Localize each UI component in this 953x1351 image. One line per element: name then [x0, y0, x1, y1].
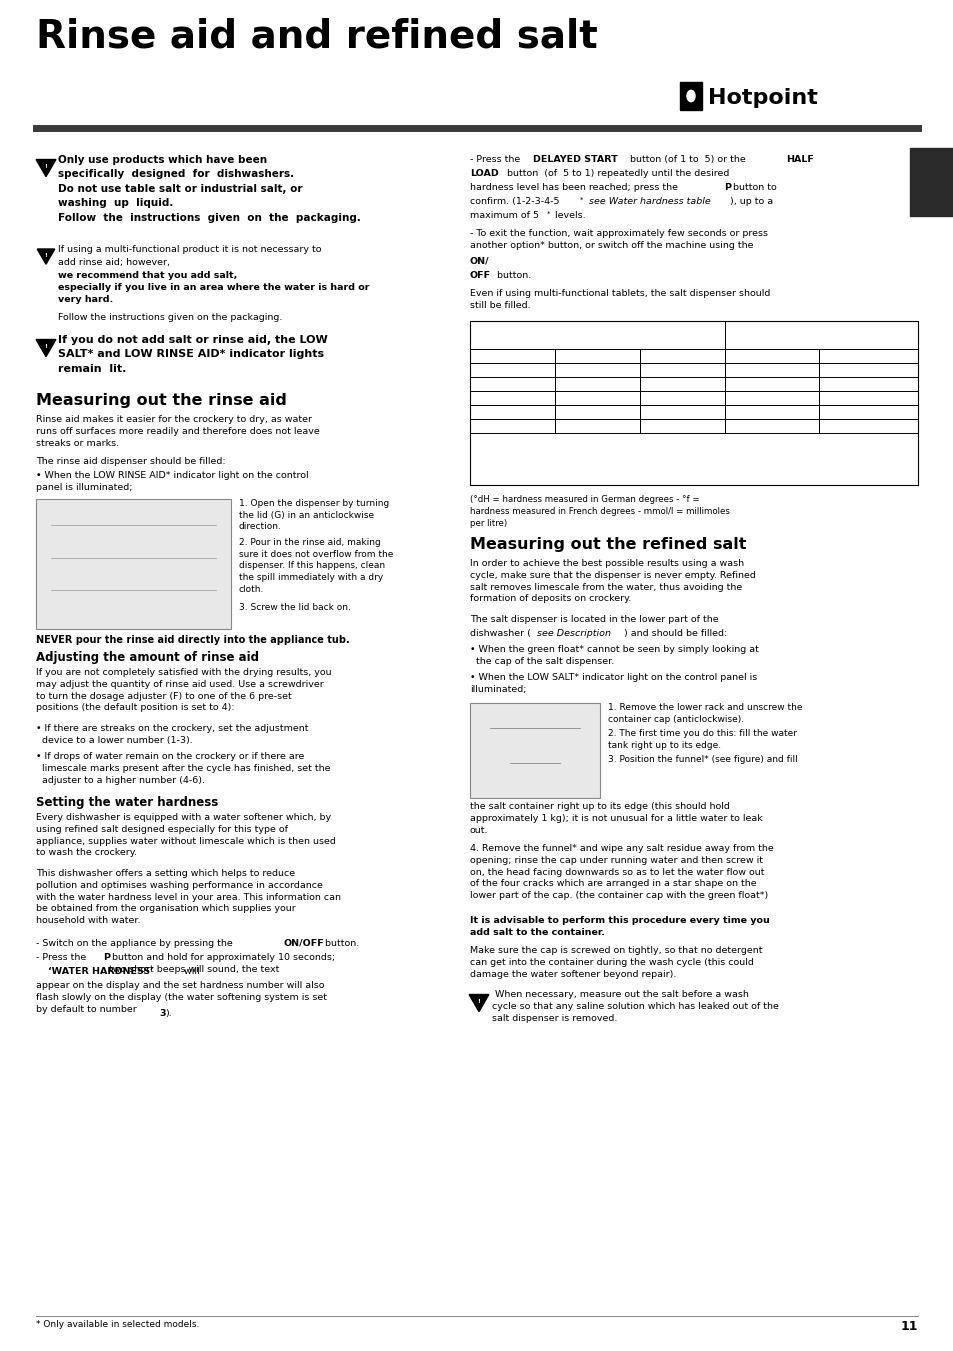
Text: P: P [723, 182, 730, 192]
Polygon shape [36, 159, 56, 177]
Text: maximum of 5: maximum of 5 [470, 211, 538, 220]
Text: add rinse aid; however,: add rinse aid; however, [58, 258, 172, 267]
FancyBboxPatch shape [679, 82, 701, 109]
Text: (°dH = hardness measured in German degrees - °f =
hardness measured in French de: (°dH = hardness measured in German degre… [470, 494, 729, 528]
Text: Rinse aid makes it easier for the crockery to dry, as water
runs off surfaces mo: Rinse aid makes it easier for the crocke… [36, 415, 319, 447]
Text: will: will [181, 967, 199, 975]
Polygon shape [37, 249, 54, 265]
Text: * Only available in selected models.: * Only available in selected models. [36, 1320, 199, 1329]
Text: !: ! [45, 165, 48, 169]
Text: Hotpoint: Hotpoint [707, 88, 817, 108]
Text: DELAYED START: DELAYED START [533, 155, 618, 163]
Text: • When the LOW RINSE AID* indicator light on the control
panel is illuminated;: • When the LOW RINSE AID* indicator ligh… [36, 471, 309, 492]
Text: ‘WATER HARDNESS’: ‘WATER HARDNESS’ [48, 967, 153, 975]
Text: EN: EN [922, 176, 941, 189]
Text: P: P [103, 952, 110, 962]
Text: If you are not completely satisfied with the drying results, you
may adjust the : If you are not completely satisfied with… [36, 667, 332, 712]
FancyBboxPatch shape [470, 322, 917, 485]
Text: 3. Screw the lid back on.: 3. Screw the lid back on. [239, 603, 351, 612]
Text: If you do not add salt or rinse aid, the LOW
SALT* and LOW RINSE AID* indicator : If you do not add salt or rinse aid, the… [58, 335, 328, 374]
Text: If using a multi-functional product it is not necessary to: If using a multi-functional product it i… [58, 245, 321, 254]
Text: 3. Position the funnel* (see figure) and fill: 3. Position the funnel* (see figure) and… [607, 755, 797, 765]
Text: Measuring out the refined salt: Measuring out the refined salt [470, 536, 745, 553]
Text: NEVER pour the rinse aid directly into the appliance tub.: NEVER pour the rinse aid directly into t… [36, 635, 350, 644]
Text: • If drops of water remain on the crockery or if there are
  limescale marks pre: • If drops of water remain on the crocke… [36, 753, 330, 785]
Text: appear on the display and the set hardness number will also
flash slowly on the : appear on the display and the set hardne… [36, 981, 327, 1013]
Text: - To exit the function, wait approximately few seconds or press
another option* : - To exit the function, wait approximate… [470, 230, 767, 250]
Text: 1. Remove the lower rack and unscrew the
container cap (anticlockwise).: 1. Remove the lower rack and unscrew the… [607, 703, 801, 724]
Text: levels.: levels. [552, 211, 585, 220]
Text: button to: button to [729, 182, 776, 192]
Text: Adjusting the amount of rinse aid: Adjusting the amount of rinse aid [36, 651, 258, 663]
Text: - Switch on the appliance by pressing the: - Switch on the appliance by pressing th… [36, 939, 235, 948]
FancyBboxPatch shape [470, 703, 599, 798]
Text: OFF: OFF [470, 272, 491, 280]
Text: Even if using multi-functional tablets, the salt dispenser should
still be fille: Even if using multi-functional tablets, … [470, 289, 770, 309]
Text: hardness level has been reached; press the: hardness level has been reached; press t… [470, 182, 680, 192]
Polygon shape [36, 339, 56, 357]
Text: button.: button. [494, 272, 531, 280]
Text: see Description: see Description [537, 630, 610, 638]
Text: Only use products which have been
specifically  designed  for  dishwashers.
Do n: Only use products which have been specif… [58, 155, 360, 223]
Text: When necessary, measure out the salt before a wash
cycle so that any saline solu: When necessary, measure out the salt bef… [492, 990, 778, 1023]
Text: Make sure the cap is screwed on tightly, so that no detergent
can get into the c: Make sure the cap is screwed on tightly,… [470, 946, 761, 978]
Text: Rinse aid and refined salt: Rinse aid and refined salt [36, 18, 598, 55]
Text: HALF: HALF [785, 155, 813, 163]
Text: Every dishwasher is equipped with a water softener which, by
using refined salt : Every dishwasher is equipped with a wate… [36, 813, 335, 858]
Text: ON/: ON/ [470, 257, 489, 266]
Text: The rinse aid dispenser should be filled:: The rinse aid dispenser should be filled… [36, 457, 226, 466]
Text: button (of 1 to  5) or the: button (of 1 to 5) or the [626, 155, 748, 163]
Text: !: ! [45, 345, 48, 349]
Text: 2. Pour in the rinse aid, making
sure it does not overflow from the
dispenser. I: 2. Pour in the rinse aid, making sure it… [239, 538, 393, 593]
Text: !: ! [45, 253, 48, 258]
Text: The salt dispenser is located in the lower part of the: The salt dispenser is located in the low… [470, 615, 718, 624]
Text: we recommend that you add salt,
especially if you live in an area where the wate: we recommend that you add salt, especial… [58, 272, 369, 304]
Text: Measuring out the rinse aid: Measuring out the rinse aid [36, 393, 287, 408]
Text: dishwasher (: dishwasher ( [470, 630, 530, 638]
Text: 4. Remove the funnel* and wipe any salt residue away from the
opening; rinse the: 4. Remove the funnel* and wipe any salt … [470, 844, 773, 900]
Text: 1. Open the dispenser by turning
the lid (G) in an anticlockwise
direction.: 1. Open the dispenser by turning the lid… [239, 499, 389, 531]
Text: button and hold for approximately 10 seconds;
two short beeps will sound, the te: button and hold for approximately 10 sec… [109, 952, 335, 974]
Text: - Press the: - Press the [470, 155, 522, 163]
Text: !: ! [477, 1000, 480, 1004]
FancyBboxPatch shape [909, 149, 953, 216]
Text: confirm. (1-2-3-4-5: confirm. (1-2-3-4-5 [470, 197, 558, 205]
Text: see Water hardness table: see Water hardness table [585, 197, 710, 205]
Text: *: * [546, 211, 550, 218]
Text: • When the green float* cannot be seen by simply looking at
  the cap of the sal: • When the green float* cannot be seen b… [470, 644, 758, 666]
Text: LOAD: LOAD [470, 169, 498, 178]
Text: ON/OFF: ON/OFF [283, 939, 323, 948]
Text: *: * [579, 197, 583, 203]
Text: This dishwasher offers a setting which helps to reduce
pollution and optimises w: This dishwasher offers a setting which h… [36, 869, 340, 925]
Text: button.: button. [322, 939, 359, 948]
Text: 3: 3 [159, 1009, 165, 1019]
Text: • When the LOW SALT* indicator light on the control panel is
illuminated;: • When the LOW SALT* indicator light on … [470, 673, 757, 694]
Circle shape [686, 91, 695, 101]
Text: In order to achieve the best possible results using a wash
cycle, make sure that: In order to achieve the best possible re… [470, 559, 755, 604]
Text: 11: 11 [900, 1320, 917, 1333]
Polygon shape [469, 994, 488, 1012]
Text: the salt container right up to its edge (this should hold
approximately 1 kg); i: the salt container right up to its edge … [470, 802, 762, 835]
Text: It is advisable to perform this procedure every time you
add salt to the contain: It is advisable to perform this procedur… [470, 916, 769, 936]
Text: - Press the: - Press the [36, 952, 90, 962]
Text: ), up to a: ), up to a [729, 197, 772, 205]
Text: ).: ). [165, 1009, 172, 1019]
Text: Setting the water hardness: Setting the water hardness [36, 796, 218, 809]
FancyBboxPatch shape [36, 499, 231, 630]
Text: • If there are streaks on the crockery, set the adjustment
  device to a lower n: • If there are streaks on the crockery, … [36, 724, 308, 744]
Text: 2. The first time you do this: fill the water
tank right up to its edge.: 2. The first time you do this: fill the … [607, 730, 796, 750]
Text: button  (of  5 to 1) repeatedly until the desired: button (of 5 to 1) repeatedly until the … [503, 169, 729, 178]
Text: ) and should be filled:: ) and should be filled: [623, 630, 726, 638]
Text: Follow the instructions given on the packaging.: Follow the instructions given on the pac… [58, 313, 282, 322]
